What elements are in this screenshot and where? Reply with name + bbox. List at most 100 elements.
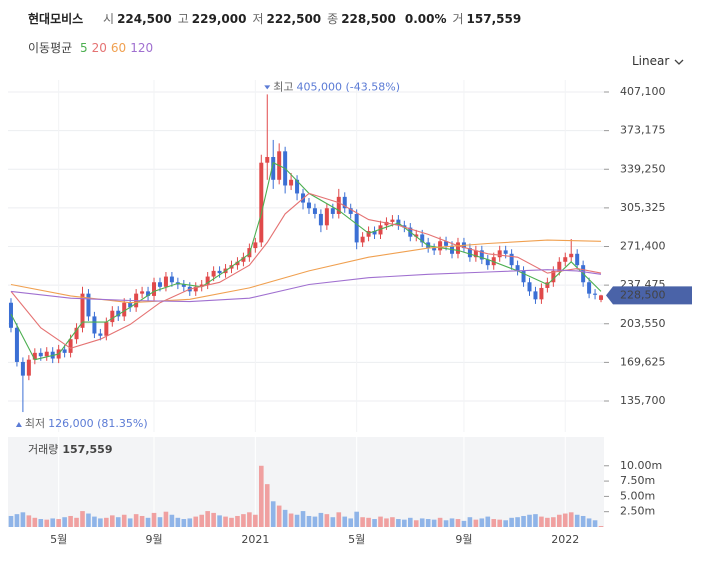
- volume-bar: [151, 512, 157, 527]
- volume-bar: [515, 517, 520, 527]
- volume-bar: [139, 515, 145, 527]
- candle-body: [479, 250, 484, 260]
- volume-bar: [235, 515, 240, 527]
- quote-value: 222,500: [266, 12, 322, 26]
- volume-bar: [586, 518, 592, 527]
- candle-body: [193, 286, 198, 292]
- candle-body: [128, 302, 133, 308]
- volume-bar: [20, 512, 26, 527]
- volume-bar: [592, 520, 598, 527]
- volume-bar: [473, 519, 479, 527]
- candle-body: [110, 310, 115, 323]
- min-value: 126,000 (81.35%): [48, 417, 148, 430]
- candle-body: [384, 221, 389, 226]
- volume-bar: [467, 517, 473, 527]
- candle-body: [503, 250, 508, 254]
- volume-last: 157,559: [62, 443, 112, 456]
- legend-title: 이동평균: [28, 41, 73, 55]
- min-title: 최저: [25, 417, 45, 430]
- volume-bar: [169, 514, 175, 527]
- x-tick-label: 9월: [455, 533, 472, 546]
- volume-bar: [80, 511, 85, 527]
- ma-line: [10, 192, 602, 349]
- volume-bar: [14, 514, 20, 527]
- candle-body: [295, 179, 300, 194]
- y-tick-label: 339,250: [620, 162, 666, 175]
- x-tick-label: 5월: [50, 533, 67, 546]
- legend-entry: 20: [91, 41, 107, 55]
- scale-label[interactable]: Linear: [632, 54, 670, 68]
- ma-legend: 이동평균 5 20 60 120: [28, 39, 157, 56]
- candle-body: [199, 284, 204, 287]
- y-tick-label: 135,700: [620, 394, 666, 407]
- volume-bar: [443, 520, 449, 527]
- volume-bar: [294, 514, 300, 527]
- legend-entry: 5: [80, 41, 88, 55]
- volume-bar: [396, 519, 401, 527]
- candle-body: [515, 265, 520, 271]
- volume-bar: [402, 519, 407, 527]
- candle-body: [372, 231, 377, 235]
- candle-body: [80, 293, 85, 328]
- candle-body: [259, 162, 264, 243]
- candle-body: [420, 234, 425, 243]
- volume-bar: [390, 517, 395, 527]
- volume-bar: [259, 465, 264, 527]
- volume-bar: [26, 515, 32, 527]
- volume-bar: [551, 517, 556, 527]
- candle-body: [92, 316, 97, 334]
- volume-bar: [229, 517, 234, 527]
- candle-body: [593, 293, 598, 295]
- max-annotation: 최고 405,000 (-43.58%): [273, 80, 400, 93]
- quote-value: 224,500: [117, 12, 172, 26]
- volume-bar: [145, 517, 151, 527]
- chevron[interactable]: [673, 57, 685, 67]
- candle-body: [140, 291, 145, 294]
- volume-title: 거래량: [28, 443, 58, 456]
- volume-bar: [163, 511, 169, 527]
- x-tick-label: 2021: [241, 533, 269, 546]
- candle-body: [330, 208, 335, 214]
- candle-body: [599, 295, 604, 300]
- candle-body: [241, 257, 246, 262]
- candle-body: [38, 352, 43, 357]
- y-tick-label: 271,400: [620, 240, 666, 253]
- volume-bar: [44, 519, 50, 527]
- y-tick-label: 305,325: [620, 201, 666, 214]
- volume-bar: [86, 513, 91, 527]
- candle-body: [473, 250, 478, 258]
- candle-body: [306, 202, 311, 209]
- candle-body: [169, 276, 174, 283]
- volume-bar: [348, 518, 353, 527]
- volume-bar: [175, 517, 181, 527]
- candle-body: [551, 270, 556, 283]
- candle-body: [44, 351, 49, 357]
- volume-bar: [378, 516, 383, 527]
- volume-bar: [8, 515, 14, 527]
- volume-bar: [270, 501, 276, 527]
- ma-line: [10, 161, 602, 361]
- candle-body: [467, 248, 472, 258]
- volume-background: [8, 437, 604, 527]
- quote-label: 종: [327, 12, 339, 26]
- candle-body: [146, 291, 151, 296]
- quote-label: 시: [103, 12, 115, 26]
- volume-bar: [264, 484, 270, 527]
- candle-body: [20, 361, 25, 376]
- candle-body: [497, 250, 502, 258]
- volume-bar: [580, 515, 586, 527]
- candle-body: [360, 236, 365, 243]
- volume-bar: [62, 517, 67, 527]
- volume-bar: [437, 517, 443, 527]
- y-tick-label: 203,550: [620, 317, 666, 330]
- scale-menu[interactable]: Linear: [632, 54, 685, 68]
- candle-body: [509, 253, 514, 266]
- volume-bar: [354, 511, 359, 527]
- candle-body: [539, 287, 544, 300]
- volume-bar: [300, 511, 306, 527]
- volume-bar: [110, 515, 115, 527]
- volume-bar: [372, 519, 377, 527]
- volume-bar: [360, 517, 365, 527]
- candle-body: [402, 225, 407, 228]
- volume-header: 거래량 157,559: [28, 443, 112, 456]
